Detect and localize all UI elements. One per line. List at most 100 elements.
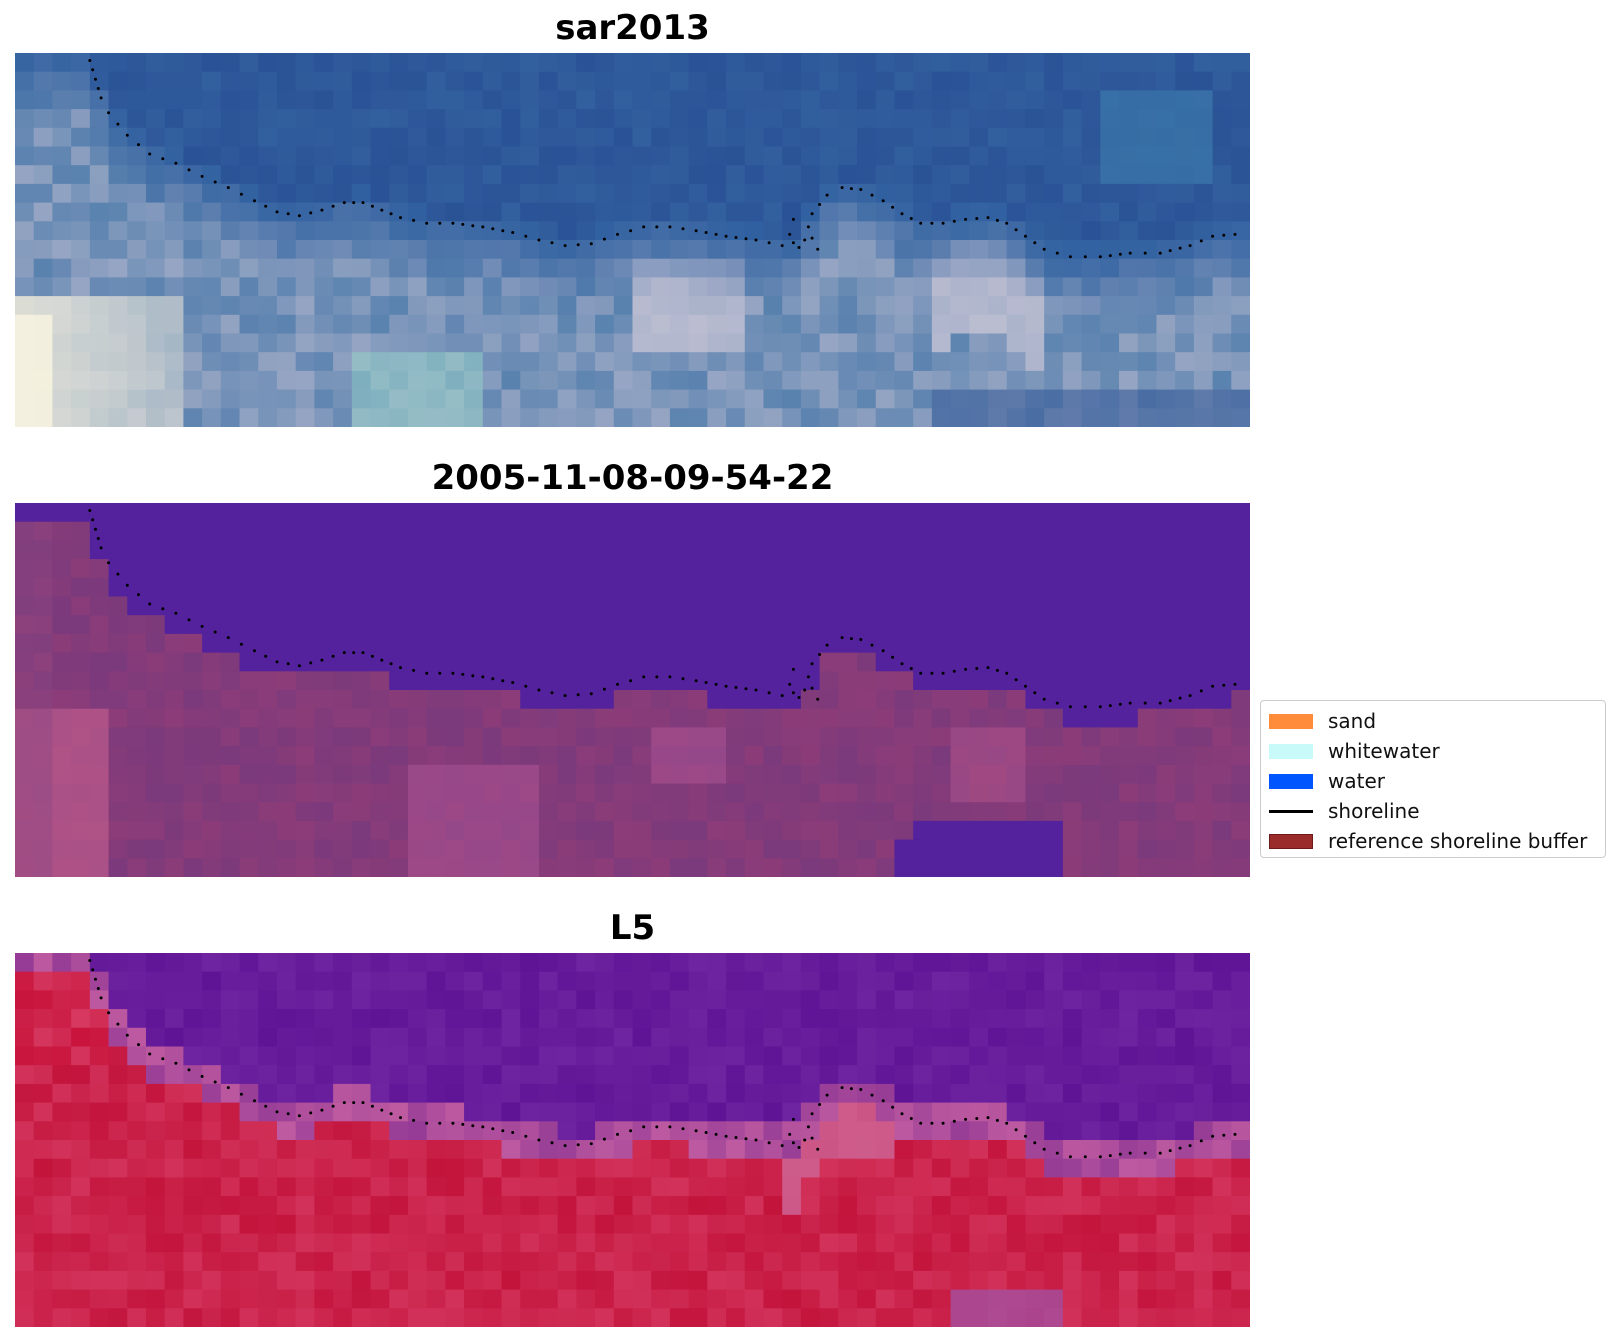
image-pixel (632, 990, 652, 1010)
image-pixel (1175, 352, 1195, 372)
image-pixel (501, 277, 521, 297)
image-pixel (108, 333, 128, 353)
image-pixel (651, 90, 671, 110)
image-pixel (988, 53, 1008, 73)
image-pixel (1212, 764, 1232, 785)
image-pixel (1212, 1308, 1232, 1327)
shoreline-point (1199, 239, 1203, 243)
image-pixel (145, 202, 166, 222)
shoreline-point (668, 675, 672, 679)
image-pixel (314, 221, 334, 241)
image-pixel (407, 727, 428, 747)
image-pixel (1100, 1214, 1120, 1235)
image-pixel (538, 1177, 559, 1197)
image-pixel (1156, 971, 1176, 991)
image-pixel (407, 521, 428, 541)
image-pixel (127, 1009, 147, 1029)
image-pixel (726, 1140, 746, 1160)
image-pixel (314, 971, 334, 991)
image-pixel (1006, 820, 1027, 841)
image-pixel (838, 1065, 858, 1085)
image-pixel (370, 727, 390, 747)
shoreline-point (1188, 694, 1192, 698)
image-pixel (445, 521, 465, 541)
image-pixel (763, 127, 783, 148)
image-pixel (875, 577, 896, 598)
image-pixel (1231, 1233, 1250, 1253)
image-pixel (71, 1308, 91, 1327)
shoreline-point (810, 662, 814, 666)
image-pixel (726, 652, 746, 672)
image-pixel (239, 690, 259, 710)
image-pixel (145, 1196, 166, 1216)
image-pixel (1175, 540, 1195, 560)
image-pixel (1006, 521, 1027, 541)
image-pixel (1025, 1083, 1045, 1104)
image-pixel (220, 746, 241, 766)
image-pixel (314, 1308, 334, 1327)
image-pixel (613, 727, 634, 747)
image-pixel (370, 370, 390, 391)
image-pixel (1137, 727, 1158, 747)
shoreline-point (704, 1131, 708, 1134)
image-pixel (15, 1102, 35, 1122)
image-pixel (15, 503, 35, 523)
image-pixel (239, 615, 259, 635)
image-pixel (595, 277, 615, 297)
image-pixel (145, 503, 166, 523)
image-pixel (314, 333, 334, 353)
image-pixel (52, 1046, 72, 1066)
image-pixel (426, 221, 446, 241)
image-pixel (744, 783, 765, 803)
image-pixel (857, 633, 877, 654)
shoreline-point (1098, 255, 1102, 259)
shoreline-point (616, 682, 619, 686)
image-pixel (258, 652, 278, 672)
image-pixel (108, 577, 128, 598)
image-pixel (1025, 1121, 1045, 1141)
image-pixel (1100, 1102, 1120, 1122)
image-pixel (744, 109, 765, 129)
image-pixel (632, 333, 652, 353)
image-pixel (1156, 652, 1176, 672)
image-pixel (875, 1065, 896, 1085)
image-pixel (969, 858, 989, 877)
image-pixel (819, 314, 839, 335)
image-pixel (370, 1046, 390, 1066)
image-pixel (595, 202, 615, 222)
image-pixel (1193, 596, 1214, 616)
shoreline-point (694, 229, 698, 233)
image-pixel (89, 258, 110, 278)
image-pixel (632, 521, 652, 541)
image-pixel (258, 1158, 278, 1178)
image-pixel (333, 1083, 353, 1104)
image-pixel (351, 333, 372, 353)
image-pixel (838, 503, 858, 523)
image-pixel (276, 633, 297, 654)
image-pixel (538, 314, 559, 335)
image-pixel (800, 1270, 821, 1291)
image-pixel (482, 1046, 503, 1066)
image-pixel (613, 633, 634, 654)
image-pixel (988, 559, 1008, 579)
image-pixel (913, 858, 933, 877)
image-pixel (819, 1177, 839, 1197)
image-pixel (1100, 333, 1120, 353)
image-pixel (576, 1046, 596, 1066)
image-pixel (894, 577, 914, 598)
shoreline-point (550, 241, 554, 245)
image-pixel (89, 577, 110, 598)
image-pixel (819, 1121, 839, 1141)
shoreline-point (1188, 1144, 1192, 1148)
image-pixel (1212, 258, 1232, 278)
image-pixel (576, 708, 596, 728)
image-pixel (52, 221, 72, 241)
image-pixel (15, 764, 35, 785)
image-pixel (89, 953, 110, 973)
image-pixel (538, 109, 559, 129)
image-pixel (613, 1252, 634, 1272)
image-pixel (632, 764, 652, 785)
image-pixel (857, 953, 877, 973)
image-pixel (351, 1158, 372, 1178)
image-pixel (482, 314, 503, 335)
